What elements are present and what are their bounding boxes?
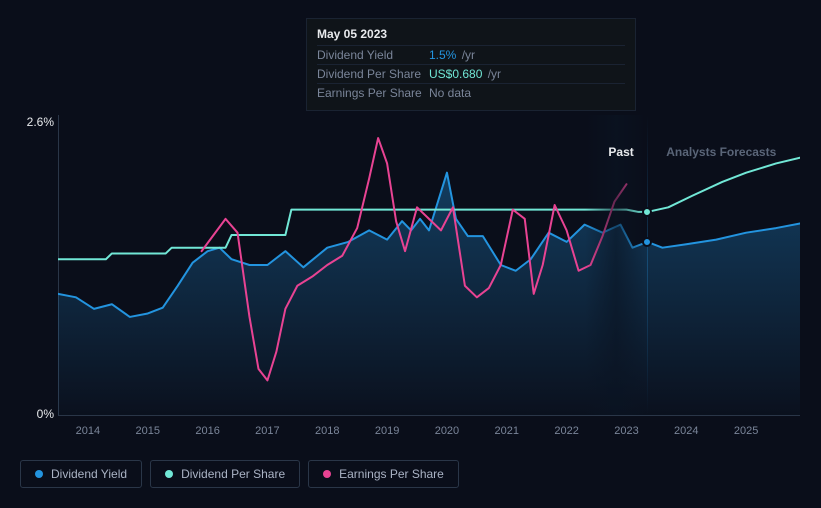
- legend-label: Earnings Per Share: [339, 467, 444, 481]
- legend-item-dividend_per_share[interactable]: Dividend Per Share: [150, 460, 300, 488]
- x-tick: 2020: [435, 425, 459, 437]
- legend-dot-icon: [165, 470, 173, 478]
- x-tick: 2024: [674, 425, 698, 437]
- legend-label: Dividend Per Share: [181, 467, 285, 481]
- x-tick: 2025: [734, 425, 758, 437]
- plot-area[interactable]: Past Analysts Forecasts: [58, 115, 800, 415]
- tooltip-row: Dividend Per ShareUS$0.680 /yr: [317, 64, 625, 83]
- tooltip-row-label: Dividend Yield: [317, 48, 429, 62]
- x-tick: 2015: [136, 425, 160, 437]
- legend-dot-icon: [323, 470, 331, 478]
- tooltip-row-value: No data: [429, 86, 625, 100]
- x-tick: 2016: [195, 425, 219, 437]
- crosshair: [647, 115, 648, 415]
- x-axis-line: [58, 415, 800, 416]
- y-axis-min-label: 0%: [37, 407, 54, 421]
- x-tick: 2022: [554, 425, 578, 437]
- x-tick: 2023: [614, 425, 638, 437]
- chart-legend: Dividend Yield Dividend Per Share Earnings…: [20, 460, 459, 488]
- legend-label: Dividend Yield: [51, 467, 127, 481]
- dividend-chart[interactable]: 2.6% 0% Past Analysts Forecasts 20142015…: [20, 105, 800, 425]
- x-tick: 2018: [315, 425, 339, 437]
- x-axis: 2014 2015 2016 2017 2018 2019 2020 2021 2022 2023…: [58, 425, 800, 445]
- series-svg: [58, 115, 800, 415]
- tooltip-row-value: 1.5% /yr: [429, 48, 625, 62]
- chart-tooltip: May 05 2023 Dividend Yield1.5% /yrDivide…: [306, 18, 636, 111]
- x-tick: 2017: [255, 425, 279, 437]
- tooltip-row-label: Earnings Per Share: [317, 86, 429, 100]
- forecast-label: Analysts Forecasts: [666, 145, 776, 159]
- tooltip-row: Earnings Per ShareNo data: [317, 83, 625, 102]
- x-tick: 2014: [76, 425, 100, 437]
- tooltip-row-label: Dividend Per Share: [317, 67, 429, 81]
- tooltip-row: Dividend Yield1.5% /yr: [317, 45, 625, 64]
- x-tick: 2019: [375, 425, 399, 437]
- legend-item-dividend_yield[interactable]: Dividend Yield: [20, 460, 142, 488]
- legend-dot-icon: [35, 470, 43, 478]
- past-label: Past: [608, 145, 633, 159]
- tooltip-row-value: US$0.680 /yr: [429, 67, 625, 81]
- tooltip-date: May 05 2023: [317, 27, 625, 41]
- marker-dividend_yield: [642, 237, 652, 247]
- highlight-band: [585, 115, 648, 415]
- x-tick: 2021: [495, 425, 519, 437]
- marker-dividend_per_share: [642, 207, 652, 217]
- legend-item-earnings_per_share[interactable]: Earnings Per Share: [308, 460, 459, 488]
- y-axis-max-label: 2.6%: [27, 115, 54, 129]
